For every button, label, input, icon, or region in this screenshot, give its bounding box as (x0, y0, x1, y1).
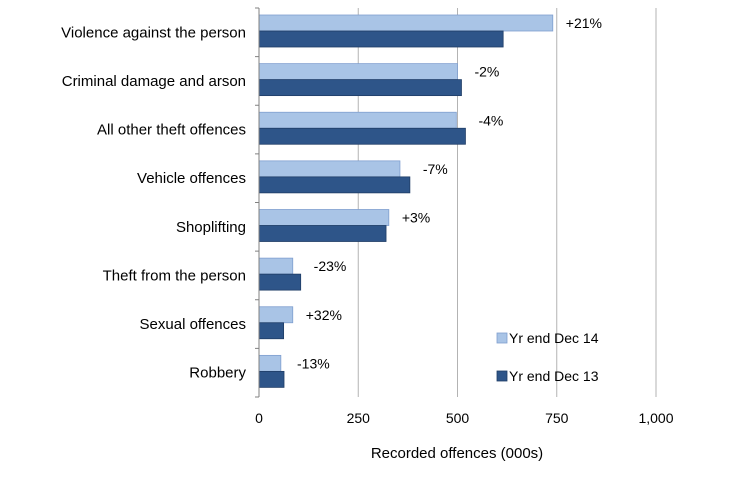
bar-dec14-4 (258, 209, 390, 226)
x-tick-label-3: 750 (545, 410, 569, 426)
bar-dec13-2 (258, 127, 466, 145)
x-tick-label-2: 500 (446, 410, 470, 426)
bar-dec14-1 (258, 63, 458, 81)
bar-dec13-6 (258, 322, 285, 340)
legend-label-1: Yr end Dec 13 (509, 368, 599, 384)
bar-dec13-4 (258, 225, 387, 242)
category-labels: Violence against the person Criminal dama… (61, 24, 246, 381)
category-label-6: Sexual offences (140, 316, 246, 333)
bar-dec13-0 (258, 30, 504, 48)
x-tick-label-4: 1,000 (638, 410, 673, 426)
bar-dec14-3 (258, 160, 401, 178)
legend-swatch-1 (496, 370, 508, 382)
bar-dec14-5 (258, 257, 294, 275)
data-label-3: -7% (423, 161, 448, 177)
category-label-3: Vehicle offences (137, 170, 246, 187)
category-label-4: Shoplifting (176, 219, 246, 236)
bar-dec13-1 (258, 79, 462, 97)
bar-dec14-2 (258, 111, 457, 129)
bar-dec13-5 (258, 273, 302, 291)
category-label-0: Violence against the person (61, 24, 246, 41)
bar-dec14-6 (258, 306, 294, 324)
bar-dec13-7 (258, 370, 285, 388)
bar-dec14-7 (258, 354, 282, 372)
x-axis-title: Recorded offences (000s) (371, 445, 543, 462)
data-label-1: -2% (474, 64, 499, 80)
category-label-5: Theft from the person (103, 267, 246, 284)
data-label-5: -23% (314, 258, 347, 274)
x-tick-label-0: 0 (255, 410, 263, 426)
category-label-2: All other theft offences (97, 122, 246, 139)
x-tick-label-1: 250 (347, 410, 371, 426)
data-label-2: -4% (478, 112, 503, 128)
bar-dec14-0 (258, 14, 554, 32)
legend: Yr end Dec 14 Yr end Dec 13 (496, 330, 599, 384)
legend-swatch-0 (496, 332, 508, 344)
bar-dec13-3 (258, 176, 411, 194)
data-labels: +21% -2% -4% -7% +3% -23% +32% -13% (297, 15, 602, 371)
axes (255, 7, 260, 398)
data-label-0: +21% (566, 15, 602, 31)
data-label-7: -13% (297, 355, 330, 371)
bars (258, 14, 554, 388)
legend-label-0: Yr end Dec 14 (509, 330, 599, 346)
category-label-1: Criminal damage and arson (62, 73, 246, 90)
data-label-6: +32% (306, 307, 342, 323)
x-tick-labels: 0 250 500 750 1,000 (255, 410, 674, 426)
category-label-7: Robbery (189, 365, 246, 382)
data-label-4: +3% (402, 210, 430, 226)
